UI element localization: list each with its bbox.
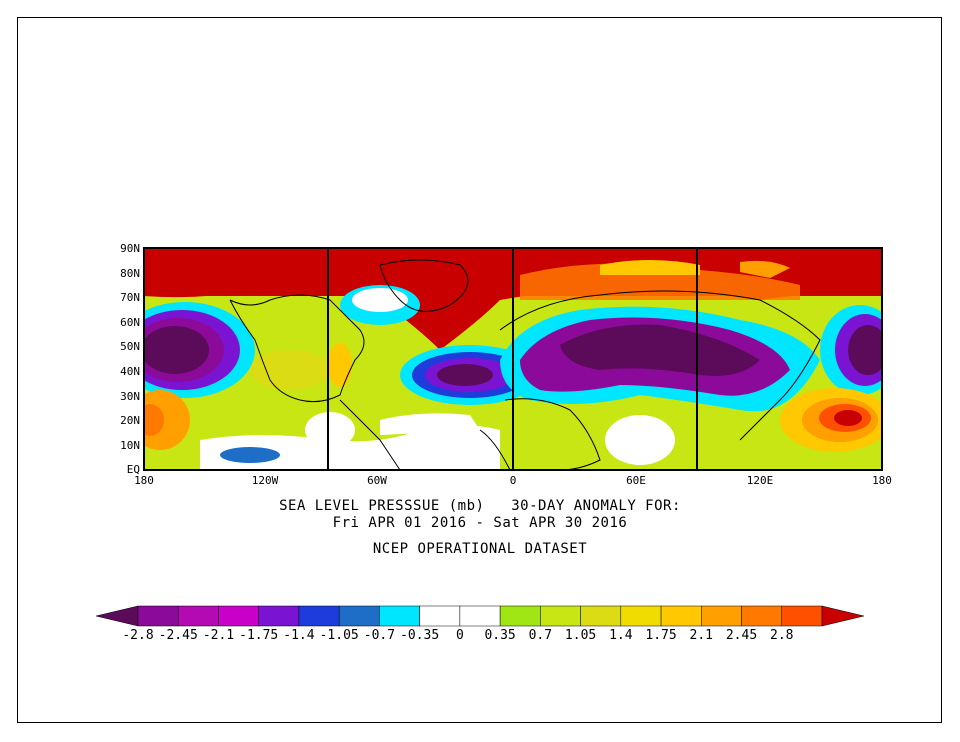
colorbar-swatch [741, 605, 783, 627]
y-tick-label: 30N [120, 390, 140, 403]
colorbar-tick-label: -1.05 [319, 628, 359, 643]
y-tick-label: 80N [120, 267, 140, 280]
x-tick-label: 120W [251, 474, 279, 487]
colorbar-tick-label: 1.05 [564, 628, 597, 643]
meridian-lines [327, 248, 698, 470]
colorbar-swatch [580, 605, 622, 627]
colorbar-arrow-low [95, 605, 139, 627]
colorbar-swatch [419, 605, 461, 627]
y-tick-label: 90N [120, 242, 140, 255]
dataset-label: NCEP OPERATIONAL DATASET [372, 541, 588, 557]
colorbar-tick-label: -0.7 [363, 628, 396, 643]
figure-frame [17, 17, 942, 723]
coastlines [229, 259, 821, 471]
colorbar-tick-label: -1.75 [239, 628, 279, 643]
x-tick-label: 60E [626, 474, 646, 487]
y-tick-label: 70N [120, 291, 140, 304]
colorbar-tick-label: 2.1 [689, 628, 714, 643]
colorbar-swatch [177, 605, 219, 627]
colorbar-swatch [258, 605, 300, 627]
colorbar-tick-label: 0.35 [484, 628, 516, 643]
colorbar-tick-label: 1.75 [645, 628, 677, 643]
colorbar-tick-label: 2.8 [770, 628, 794, 643]
x-tick-label: 180 [134, 474, 154, 487]
colorbar-swatch [540, 605, 581, 627]
colorbar-swatch [499, 605, 541, 627]
y-tick-label: 10N [120, 439, 140, 452]
colorbar-tick-label: -2.8 [122, 628, 154, 643]
y-tick-label: EQ [126, 463, 140, 476]
colorbar-swatch [701, 605, 742, 627]
y-tick-label: 50N [120, 340, 140, 353]
x-tick-label: 0 [509, 474, 517, 487]
chart-title: SEA LEVEL PRESSSUE (mb) 30-DAY ANOMALY F… [279, 498, 681, 514]
y-tick-label: 40N [120, 365, 140, 378]
chart-subtitle: Fri APR 01 2016 - Sat APR 30 2016 [332, 515, 628, 531]
x-tick-label: 180 [872, 474, 892, 487]
colorbar-swatch [660, 605, 702, 627]
colorbar-tick-label: 1.4 [609, 628, 633, 643]
colorbar-swatch [137, 605, 179, 627]
colorbar-tick-label: 0.7 [528, 628, 553, 643]
colorbar-tick-label: 0 [455, 628, 464, 643]
colorbar-tick-label: -2.45 [158, 628, 198, 643]
colorbar-swatch [338, 605, 380, 627]
colorbar-swatch [459, 605, 501, 627]
x-tick-label: 120E [746, 474, 774, 487]
colorbar-swatch [379, 605, 420, 627]
colorbar-arrow-high [821, 605, 865, 627]
plot-border [143, 247, 883, 471]
colorbar-swatch [298, 605, 340, 627]
x-tick-label: 60W [367, 474, 387, 487]
y-tick-label: 60N [120, 316, 140, 329]
colorbar-tick-label: -2.1 [202, 628, 235, 643]
colorbar-swatch [781, 605, 823, 627]
colorbar-swatch [218, 605, 259, 627]
y-tick-label: 20N [120, 414, 140, 427]
colorbar-tick-label: -0.35 [400, 628, 440, 643]
colorbar-tick-label: 2.45 [725, 628, 758, 643]
colorbar-swatch [620, 605, 662, 627]
colorbar-tick-label: -1.4 [283, 628, 315, 643]
